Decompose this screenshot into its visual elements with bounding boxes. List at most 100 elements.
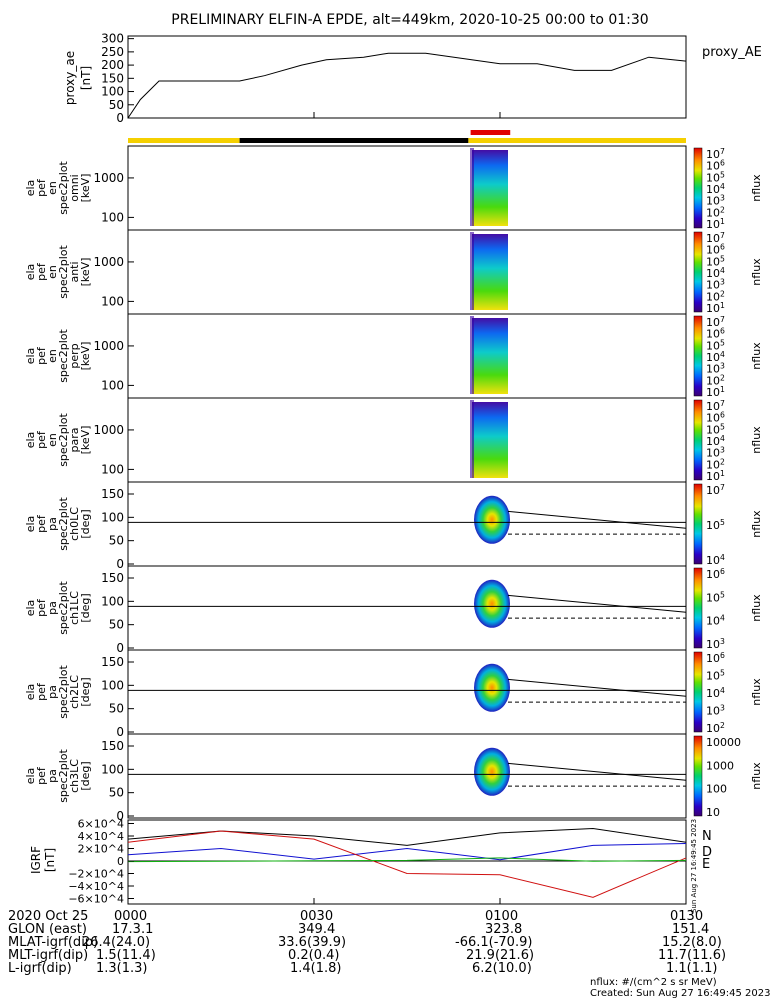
svg-text:106: 106 [706,567,725,581]
colorbar [693,231,703,313]
colorbar-label: nflux [750,342,763,370]
x-tick-0000: 0000 [114,909,148,924]
anti-loss-cone-line [507,762,687,781]
colorbar-label: nflux [750,510,763,538]
svg-text:10000: 10000 [706,736,741,749]
panel-ylabel-line: spec2plot [57,413,70,467]
svg-text:103: 103 [706,194,725,208]
panel-ylabel-line: omni [68,174,81,201]
panel-ylabel-line: pef [35,430,48,449]
ae-ylabel-1: proxy_ae [63,51,77,105]
glon-0100: 323.8 [485,922,523,937]
igrf-y-tick-label: 2×10^4 [78,843,124,856]
panel-y-tick-label: 1000 [93,255,124,269]
panel-ylabel-line: [deg] [79,677,92,706]
panel-para: 1000100elapefenspec2plotpara[keV]1071061… [24,397,763,483]
panel-y-tick-label: 1000 [93,423,124,437]
panel-y-tick-label: 50 [109,534,124,548]
svg-text:106: 106 [706,411,725,425]
panel-ylabel-line: spec2plot [57,329,70,383]
svg-text:106: 106 [706,327,725,341]
panel-ylabel-line: pef [35,598,48,617]
panel-ylabel-line: [deg] [79,593,92,622]
igrf-y-ticks: 6×10^44×10^42×10^40−2×10^4−4×10^4−6×10^4 [68,818,134,906]
igrf-ylabel-1: IGRF [29,846,43,874]
status-segment [239,138,469,143]
panel-frame [127,733,687,819]
panel-ylabel-line: [keV] [79,258,92,287]
igrf-y-tick-label: 4×10^4 [78,830,124,843]
svg-text:1000: 1000 [706,759,734,772]
colorbar-label: nflux [750,426,763,454]
panel-ylabel-line: pa [46,685,59,699]
ae-legend-label: proxy_AE [702,45,762,60]
spectrogram-block [472,318,508,394]
panel-ylabel-line: en [46,433,59,447]
svg-text:102: 102 [706,373,725,387]
svg-text:103: 103 [706,446,725,460]
panel-ylabel-line: pa [46,601,59,615]
panel-frame [127,565,687,651]
panel-ylabel-line: pef [35,178,48,197]
svg-text:102: 102 [706,205,725,219]
svg-text:104: 104 [706,266,725,280]
panel-ylabel-line: en [46,349,59,363]
ae-y-tick-label: 250 [101,45,124,59]
glon-0000: 17.3.1 [112,922,154,937]
panel-ylabel-line: pef [35,682,48,701]
igrf-y-tick-label: −2×10^4 [68,868,124,881]
panel-ylabel-line: ela [24,348,37,365]
colorbar [693,147,703,229]
ae-y-tick-label: 200 [101,58,124,72]
ae-series-line [127,52,687,119]
panel-y-tick-label: 50 [109,702,124,716]
panel-ylabel-line: [keV] [79,174,92,203]
ae-ylabel-2: [nT] [79,66,93,90]
svg-text:10: 10 [706,806,720,819]
igrf-legend-d: D [702,845,712,860]
status-segment [468,138,686,143]
panel-ylabel-line: spec2plot [57,161,70,215]
svg-text:102: 102 [706,289,725,303]
created-note: Created: Sun Aug 27 16:49:45 2023 [590,988,771,999]
panel-ylabel-line: [keV] [79,342,92,371]
spectrogram-edge [470,316,474,394]
svg-text:105: 105 [706,590,725,604]
panel-ylabel-line: ela [24,264,37,281]
svg-text:105: 105 [706,422,725,436]
mlt-0030: 0.2(0.4) [288,948,340,963]
panel-y-tick-label: 0 [116,557,124,571]
svg-text:103: 103 [706,278,725,292]
panel-ylabel-line: ela [24,432,37,449]
plot-canvas: PRELIMINARY ELFIN-A EPDE, alt=449km, 202… [24,12,763,913]
panel-y-tick-label: 100 [101,294,124,308]
panel-ylabel-line: spec2plot [57,497,70,551]
status-segment [128,138,240,143]
svg-text:101: 101 [706,301,725,315]
l-0130: 1.1(1.1) [666,961,718,976]
panel-y-tick-label: 150 [101,739,124,753]
svg-text:105: 105 [706,518,725,532]
x-row-label-glon: GLON (east) [8,922,87,937]
l-0100: 6.2(10.0) [472,961,532,976]
panel-y-tick-label: 150 [101,487,124,501]
svg-text:101: 101 [706,385,725,399]
panel-ylabel-line: pa [46,769,59,783]
svg-text:103: 103 [706,362,725,376]
ae-y-tick-label: 150 [101,71,124,85]
panel-ylabel-line: ch0LC [68,507,81,541]
svg-text:105: 105 [706,254,725,268]
panel-ylabel-line: [deg] [79,761,92,790]
panel-frame [127,397,687,483]
igrf-legend-e: E [702,857,710,872]
panel-y-tick-label: 100 [101,210,124,224]
panel-ylabel-line: ch1LC [68,591,81,625]
x-tick-0100: 0100 [485,909,519,924]
pitch-angle-blob [474,495,510,544]
colorbar [693,735,703,817]
